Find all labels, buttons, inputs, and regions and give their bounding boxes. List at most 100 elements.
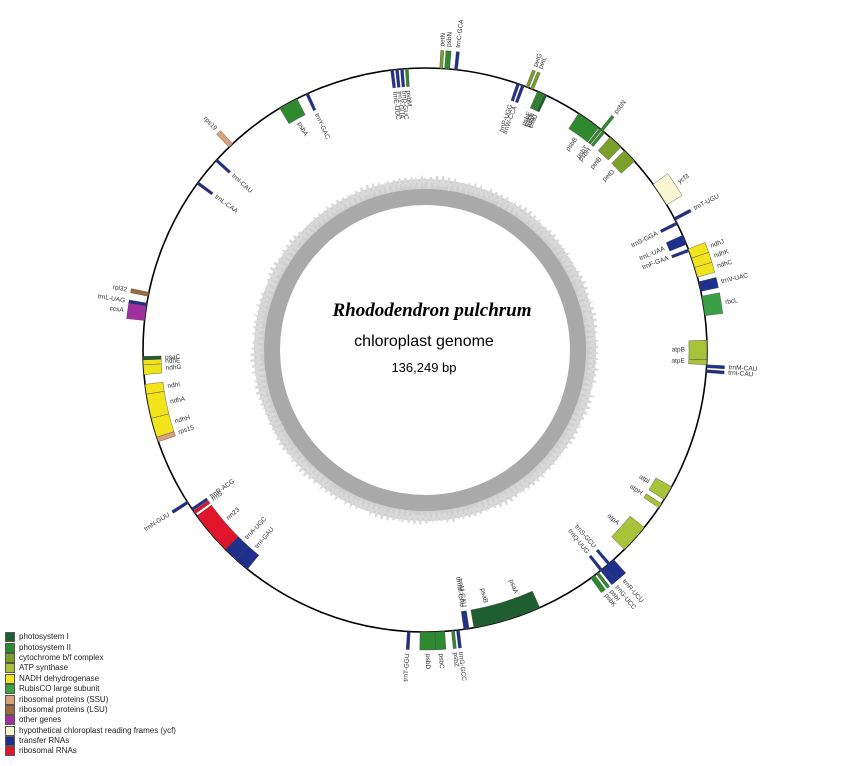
gene-block-trnl-uaa bbox=[665, 235, 687, 252]
gene-label-rrn23: rrn23 bbox=[225, 506, 241, 521]
legend-label: cytochrome b/f complex bbox=[19, 652, 104, 662]
gene-block-trny-gua bbox=[395, 69, 401, 88]
gene-block-psba bbox=[279, 98, 306, 124]
gene-label-atpe: atpE bbox=[671, 357, 685, 365]
gene-block-trnc-gca bbox=[454, 51, 460, 71]
legend-swatch bbox=[5, 663, 15, 674]
gene-block-rpl32 bbox=[130, 288, 150, 297]
legend-item-ndh: NADH dehydrogenase bbox=[5, 673, 225, 684]
gene-block-petn bbox=[439, 50, 445, 69]
gene-label-psbc: psbC bbox=[437, 653, 445, 669]
gene-block-atpe bbox=[688, 359, 708, 365]
gene-label-atpa: atpA bbox=[606, 513, 621, 528]
legend-label: transfer RNAs bbox=[19, 736, 70, 746]
legend-item-psi: photosystem I bbox=[5, 632, 225, 643]
legend-label: ribosomal proteins (LSU) bbox=[19, 704, 108, 714]
gene-block-psbk bbox=[590, 574, 606, 593]
legend-item-psii: photosystem II bbox=[5, 642, 225, 653]
legend-swatch bbox=[5, 715, 15, 726]
gene-label-trnd-guc: trnD-GUC bbox=[400, 91, 409, 121]
legend-swatch bbox=[5, 746, 15, 757]
gene-label-rps15: rps15 bbox=[177, 424, 195, 436]
gene-block-atpi bbox=[648, 477, 672, 500]
legend-item-rps: ribosomal proteins (SSU) bbox=[5, 694, 225, 705]
gene-block-petl bbox=[530, 71, 541, 90]
gene-label-petb: petB bbox=[589, 156, 603, 171]
gene-block-psbb bbox=[568, 113, 599, 143]
gene-block-trny-gac bbox=[305, 92, 317, 112]
gene-label-ycf3: ycf3 bbox=[677, 173, 691, 186]
gene-label-petn: petN bbox=[439, 32, 447, 46]
gene-label-psaa: psaA bbox=[507, 578, 519, 595]
legend-label: NADH dehydrogenase bbox=[19, 673, 100, 683]
gene-label-petl: petL bbox=[537, 55, 548, 70]
legend-label: photosystem I bbox=[19, 632, 69, 642]
gene-block-petb bbox=[597, 136, 622, 161]
legend-label: ribosomal RNAs bbox=[19, 746, 77, 756]
gene-block-atpb bbox=[688, 339, 708, 361]
gene-block-ndhc bbox=[694, 262, 716, 278]
gene-label-psbb: psbB bbox=[565, 136, 579, 152]
gene-label-ndhk: ndhK bbox=[713, 248, 730, 260]
legend-item-cytb: cytochrome b/f complex bbox=[5, 652, 225, 663]
gene-block-trnt-ugu bbox=[673, 208, 692, 221]
gene-block-trnl-caa bbox=[196, 181, 214, 196]
legend-label: hypothetical chloroplast reading frames … bbox=[19, 725, 176, 735]
gene-block-trnfm-cau bbox=[461, 610, 467, 630]
gene-label-petg: petG bbox=[532, 52, 544, 68]
gene-block-trns-gcu bbox=[595, 548, 611, 566]
gene-block-trns-gga bbox=[659, 221, 678, 233]
gene-block-trng-gcc bbox=[456, 629, 462, 649]
gene-label-psbd: psbD bbox=[424, 654, 431, 670]
gene-block-psbn bbox=[600, 114, 615, 132]
gene-label-ccsa: ccsA bbox=[109, 305, 125, 314]
gene-label-psba: psbA bbox=[296, 121, 310, 138]
legend-label: ribosomal proteins (SSU) bbox=[19, 694, 109, 704]
gene-block-petg bbox=[525, 69, 536, 89]
gene-block-trnw-cca bbox=[515, 84, 525, 104]
gene-blocks bbox=[126, 50, 725, 651]
genome-size: 136,249 bp bbox=[391, 360, 456, 375]
legend-swatch bbox=[5, 632, 15, 643]
gene-block-rrn5 bbox=[193, 500, 211, 515]
gene-block-psbc bbox=[434, 631, 447, 651]
gene-label-trnm-cau: trnM-CAU bbox=[456, 578, 467, 608]
gene-label-trnm-cau: trnM-CAU bbox=[728, 364, 758, 373]
gene-block-psab bbox=[470, 602, 508, 628]
legend-swatch bbox=[5, 684, 15, 695]
legend-swatch bbox=[5, 704, 15, 715]
gene-block-rrn23 bbox=[196, 504, 239, 550]
gene-block-trnt-ggu bbox=[405, 631, 411, 650]
gene-block-trni-cau bbox=[215, 158, 231, 174]
gene-label-atpb: atpB bbox=[672, 347, 685, 354]
legend-swatch bbox=[5, 642, 15, 653]
gene-label-trni-cau: trnI-CAU bbox=[728, 370, 754, 379]
legend-item-rbc: RubisCO large subunit bbox=[5, 684, 225, 695]
gene-label-trng-gcc: trnG-GCC bbox=[457, 652, 467, 682]
gene-label-psab: psaB bbox=[479, 588, 489, 604]
legend-item-rpl: ribosomal proteins (LSU) bbox=[5, 704, 225, 715]
legend-label: photosystem II bbox=[19, 642, 72, 652]
legend-item-other: other genes bbox=[5, 715, 225, 726]
gene-label-atpi: atpI bbox=[638, 474, 651, 486]
gene-label-trnl-uag: trnL-UAG bbox=[97, 293, 125, 304]
gene-block-trnm-cau bbox=[706, 364, 725, 370]
gene-label-trnt-ggu: trnT-GGU bbox=[403, 653, 412, 682]
gc-content-ring bbox=[250, 174, 601, 525]
legend-item-rrn: ribosomal RNAs bbox=[5, 746, 225, 757]
gene-block-trni-cau bbox=[705, 369, 725, 375]
gc-content-texture bbox=[250, 174, 601, 525]
gene-label-ndhc: ndhC bbox=[716, 259, 733, 270]
legend-swatch bbox=[5, 652, 15, 663]
gene-block-rps19 bbox=[216, 130, 233, 148]
gene-label-rbcl: rbcL bbox=[725, 297, 739, 306]
gene-label-trnv-uac: trnV-UAC bbox=[720, 272, 749, 285]
gene-block-psbd bbox=[419, 631, 436, 651]
gene-label-ndhg: ndhG bbox=[165, 364, 181, 372]
gene-label-trnfm-cau: trnfM-CAU bbox=[454, 576, 465, 608]
gene-label-trnn-guu: trnN-GUU bbox=[143, 511, 171, 533]
gene-label-atph: atpH bbox=[628, 483, 644, 497]
gene-block-psac bbox=[142, 355, 162, 361]
legend-swatch bbox=[5, 736, 15, 747]
